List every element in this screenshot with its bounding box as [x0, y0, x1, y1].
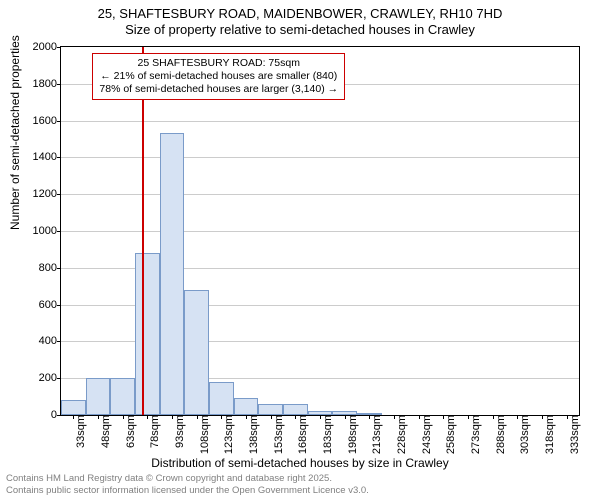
gridline — [61, 121, 579, 122]
y-tick-label: 1600 — [33, 115, 61, 127]
chart-title: 25, SHAFTESBURY ROAD, MAIDENBOWER, CRAWL… — [0, 0, 600, 37]
x-tick-label: 168sqm — [295, 415, 309, 454]
annotation-line-1: 25 SHAFTESBURY ROAD: 75sqm — [99, 57, 338, 70]
histogram-bar — [135, 253, 160, 415]
gridline — [61, 231, 579, 232]
histogram-bar — [160, 133, 185, 415]
gridline — [61, 157, 579, 158]
annotation-line-3: 78% of semi-detached houses are larger (… — [99, 83, 338, 96]
x-tick-label: 243sqm — [419, 415, 433, 454]
y-tick-label: 2000 — [33, 41, 61, 53]
annotation-line-2: ← 21% of semi-detached houses are smalle… — [99, 70, 338, 83]
y-tick-label: 600 — [39, 299, 61, 311]
x-tick-label: 63sqm — [123, 415, 137, 448]
x-tick-label: 288sqm — [493, 415, 507, 454]
y-tick-label: 1400 — [33, 151, 61, 163]
histogram-bar — [61, 400, 86, 415]
gridline — [61, 194, 579, 195]
x-tick-label: 258sqm — [443, 415, 457, 454]
y-tick-label: 1200 — [33, 188, 61, 200]
x-tick-label: 303sqm — [517, 415, 531, 454]
x-tick-label: 33sqm — [73, 415, 87, 448]
footer-line-2: Contains public sector information licen… — [6, 485, 369, 496]
chart-container: 25, SHAFTESBURY ROAD, MAIDENBOWER, CRAWL… — [0, 0, 600, 500]
marker-line — [142, 47, 144, 415]
footer-line-1: Contains HM Land Registry data © Crown c… — [6, 473, 369, 484]
x-tick-label: 108sqm — [197, 415, 211, 454]
y-tick-label: 200 — [39, 372, 61, 384]
x-tick-label: 138sqm — [246, 415, 260, 454]
x-tick-label: 318sqm — [542, 415, 556, 454]
x-tick-label: 333sqm — [567, 415, 581, 454]
x-tick-label: 198sqm — [345, 415, 359, 454]
x-tick-label: 213sqm — [369, 415, 383, 454]
annotation-box: 25 SHAFTESBURY ROAD: 75sqm ← 21% of semi… — [92, 53, 345, 100]
x-tick-label: 228sqm — [394, 415, 408, 454]
x-tick-label: 273sqm — [468, 415, 482, 454]
y-tick-label: 1800 — [33, 78, 61, 90]
y-tick-label: 800 — [39, 262, 61, 274]
x-tick-label: 183sqm — [320, 415, 334, 454]
x-tick-label: 153sqm — [271, 415, 285, 454]
y-tick-label: 1000 — [33, 225, 61, 237]
y-tick-label: 400 — [39, 335, 61, 347]
histogram-bar — [258, 404, 283, 415]
title-line-1: 25, SHAFTESBURY ROAD, MAIDENBOWER, CRAWL… — [0, 6, 600, 22]
histogram-bar — [86, 378, 111, 415]
histogram-bar — [209, 382, 234, 415]
histogram-bar — [184, 290, 209, 415]
x-axis-label: Distribution of semi-detached houses by … — [0, 456, 600, 470]
histogram-bar — [283, 404, 308, 415]
y-tick-label: 0 — [51, 409, 61, 421]
title-line-2: Size of property relative to semi-detach… — [0, 22, 600, 38]
x-tick-label: 48sqm — [98, 415, 112, 448]
histogram-bar — [110, 378, 135, 415]
x-tick-label: 78sqm — [147, 415, 161, 448]
histogram-bar — [234, 398, 259, 415]
x-tick-label: 123sqm — [221, 415, 235, 454]
plot-area: 020040060080010001200140016001800200033s… — [60, 46, 580, 416]
y-axis-label: Number of semi-detached properties — [8, 35, 22, 230]
x-tick-label: 93sqm — [172, 415, 186, 448]
footer: Contains HM Land Registry data © Crown c… — [6, 473, 369, 496]
